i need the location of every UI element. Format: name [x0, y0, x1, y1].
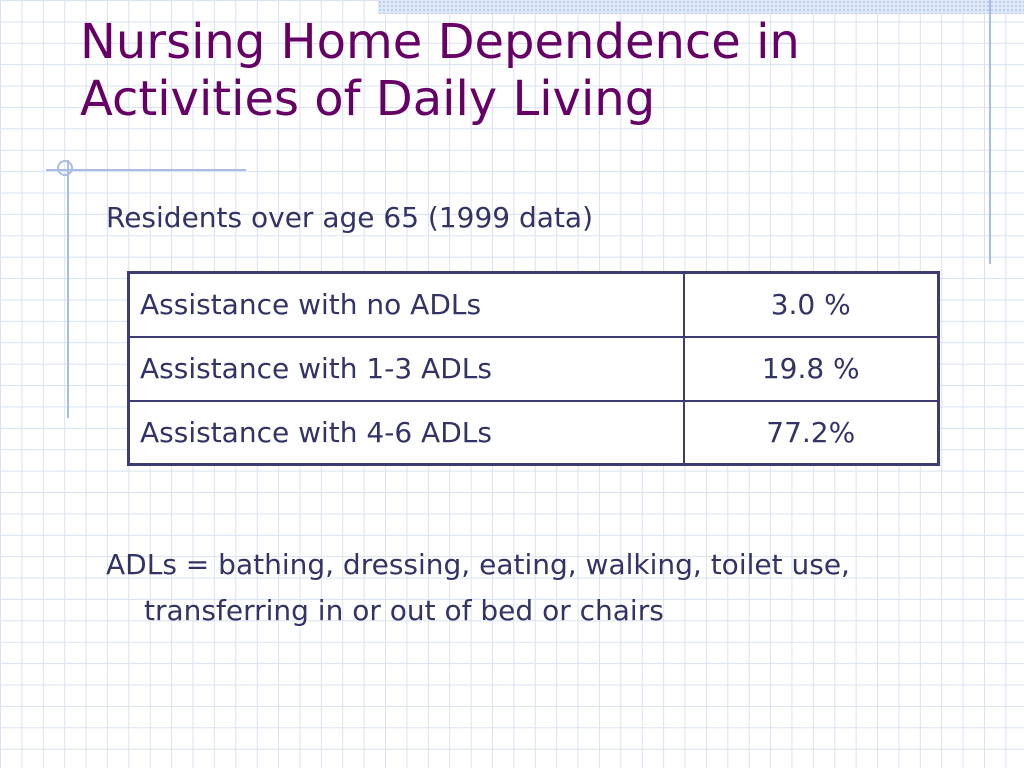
decorative-left-line: [67, 160, 69, 418]
slide-subtitle: Residents over age 65 (1999 data): [106, 201, 594, 234]
adl-dependence-table: Assistance with no ADLs 3.0 % Assistance…: [127, 271, 940, 466]
slide-title: Nursing Home Dependence in Activities of…: [80, 14, 980, 128]
slide-title-line-2: Activities of Daily Living: [80, 71, 656, 127]
adl-definition-note: ADLs = bathing, dressing, eating, walkin…: [106, 548, 850, 627]
decorative-horizontal-line: [46, 169, 246, 171]
table-row: Assistance with 4-6 ADLs 77.2%: [127, 399, 940, 466]
decorative-top-band: [378, 0, 1024, 14]
table-cell-value: 19.8 %: [682, 335, 940, 402]
table-cell-value: 3.0 %: [682, 271, 940, 338]
table-cell-label: Assistance with 4-6 ADLs: [127, 399, 685, 466]
table-cell-label: Assistance with no ADLs: [127, 271, 685, 338]
table-row: Assistance with 1-3 ADLs 19.8 %: [127, 335, 940, 402]
decorative-ring-icon: [57, 160, 73, 176]
table-cell-value: 77.2%: [682, 399, 940, 466]
decorative-right-line: [989, 0, 991, 264]
table-row: Assistance with no ADLs 3.0 %: [127, 271, 940, 338]
table-cell-label: Assistance with 1-3 ADLs: [127, 335, 685, 402]
slide-title-line-1: Nursing Home Dependence in: [80, 14, 800, 70]
